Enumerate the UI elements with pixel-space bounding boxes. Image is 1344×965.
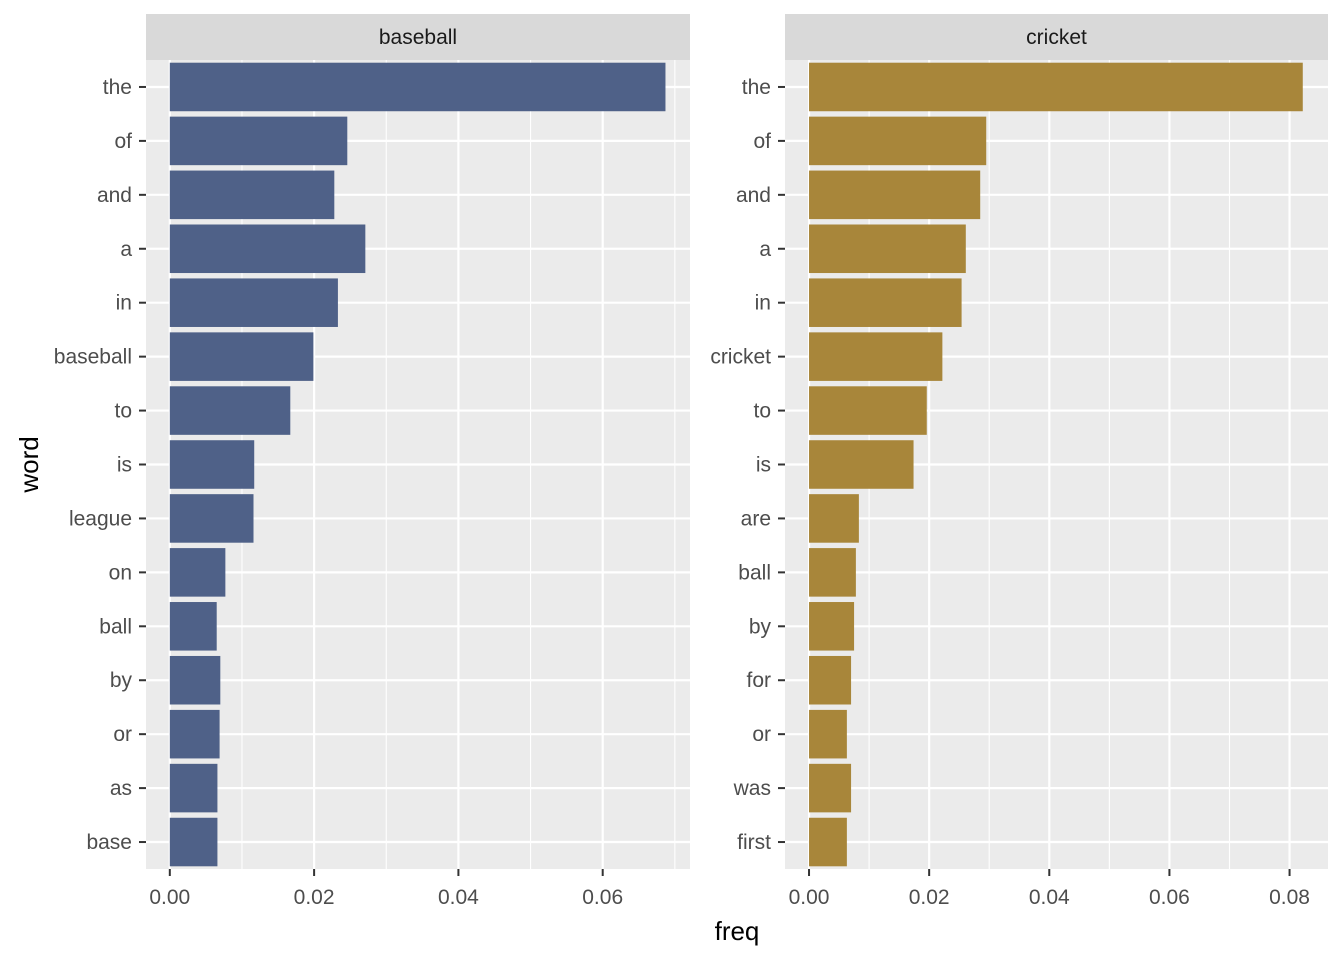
- bar-cricket-by: [809, 602, 855, 651]
- bar-cricket-of: [809, 116, 987, 166]
- bar-cricket-to: [809, 386, 927, 435]
- y-tick-label-baseball-by: by: [110, 669, 133, 692]
- bar-baseball-in: [169, 278, 338, 327]
- x-tick-label-cricket: 0.06: [1149, 886, 1190, 909]
- y-tick-label-cricket-the: the: [742, 76, 771, 99]
- bar-cricket-the: [809, 62, 1303, 112]
- y-tick-label-cricket-by: by: [749, 615, 772, 638]
- bar-baseball-and: [169, 170, 335, 220]
- bar-cricket-or: [809, 709, 847, 759]
- y-tick-label-baseball-base: base: [86, 831, 132, 854]
- y-axis-title: word: [14, 436, 44, 493]
- x-tick-label-cricket: 0.02: [909, 886, 950, 909]
- y-tick-label-baseball-is: is: [117, 454, 132, 477]
- y-tick-label-cricket-to: to: [753, 400, 771, 423]
- bar-baseball-ball: [169, 602, 217, 651]
- x-tick-label-baseball: 0.00: [149, 886, 190, 909]
- bar-baseball-is: [169, 440, 255, 489]
- bar-cricket-are: [809, 494, 859, 543]
- x-tick-label-cricket: 0.00: [789, 886, 830, 909]
- y-tick-label-cricket-is: is: [756, 454, 771, 477]
- y-tick-label-baseball-of: of: [114, 130, 132, 153]
- bar-cricket-ball: [809, 548, 856, 597]
- facet-strip-label-cricket: cricket: [1026, 26, 1087, 49]
- bar-baseball-league: [169, 494, 254, 543]
- y-tick-label-cricket-in: in: [755, 292, 771, 315]
- y-tick-label-baseball-baseball: baseball: [54, 346, 132, 369]
- bar-baseball-or: [169, 709, 220, 759]
- x-tick-label-cricket: 0.08: [1269, 886, 1310, 909]
- bar-baseball-the: [169, 62, 666, 112]
- y-tick-label-baseball-ball: ball: [99, 615, 132, 638]
- bar-baseball-of: [169, 116, 348, 166]
- bar-cricket-in: [809, 278, 962, 327]
- bar-baseball-by: [169, 655, 221, 705]
- bar-cricket-is: [809, 440, 914, 489]
- x-tick-label-cricket: 0.04: [1029, 886, 1070, 909]
- bar-cricket-a: [809, 224, 966, 274]
- bar-baseball-base: [169, 817, 218, 867]
- y-tick-label-baseball-in: in: [116, 292, 132, 315]
- bar-baseball-on: [169, 548, 226, 597]
- bar-cricket-was: [809, 763, 852, 813]
- y-tick-label-cricket-cricket: cricket: [710, 346, 771, 369]
- y-tick-label-cricket-for: for: [746, 669, 771, 692]
- y-tick-label-cricket-a: a: [759, 238, 771, 261]
- bar-cricket-cricket: [809, 332, 943, 381]
- x-tick-label-baseball: 0.04: [438, 886, 479, 909]
- y-tick-label-baseball-a: a: [120, 238, 132, 261]
- y-tick-label-cricket-ball: ball: [738, 561, 771, 584]
- bar-baseball-baseball: [169, 332, 314, 381]
- y-tick-label-baseball-or: or: [113, 723, 132, 746]
- bar-cricket-first: [809, 817, 847, 867]
- y-tick-label-cricket-was: was: [733, 777, 771, 800]
- bar-baseball-a: [169, 224, 366, 274]
- bar-cricket-for: [809, 655, 852, 705]
- y-tick-label-baseball-league: league: [69, 507, 132, 530]
- y-tick-label-cricket-and: and: [736, 184, 771, 207]
- bar-baseball-to: [169, 386, 291, 435]
- y-tick-label-baseball-the: the: [103, 76, 132, 99]
- y-tick-label-baseball-and: and: [97, 184, 132, 207]
- facet-strip-baseball: [146, 14, 690, 60]
- y-tick-label-baseball-to: to: [114, 400, 132, 423]
- bar-cricket-and: [809, 170, 981, 220]
- y-tick-label-baseball-on: on: [109, 561, 132, 584]
- y-tick-label-baseball-as: as: [110, 777, 132, 800]
- y-tick-label-cricket-first: first: [737, 831, 771, 854]
- bar-baseball-as: [169, 763, 218, 813]
- y-tick-label-cricket-are: are: [741, 507, 771, 530]
- facet-strip-cricket: [785, 14, 1328, 60]
- y-tick-label-cricket-or: or: [752, 723, 771, 746]
- x-tick-label-baseball: 0.02: [294, 886, 335, 909]
- y-tick-label-cricket-of: of: [753, 130, 771, 153]
- x-tick-label-baseball: 0.06: [582, 886, 623, 909]
- x-axis-title: freq: [715, 916, 760, 946]
- facet-strip-label-baseball: baseball: [379, 26, 457, 49]
